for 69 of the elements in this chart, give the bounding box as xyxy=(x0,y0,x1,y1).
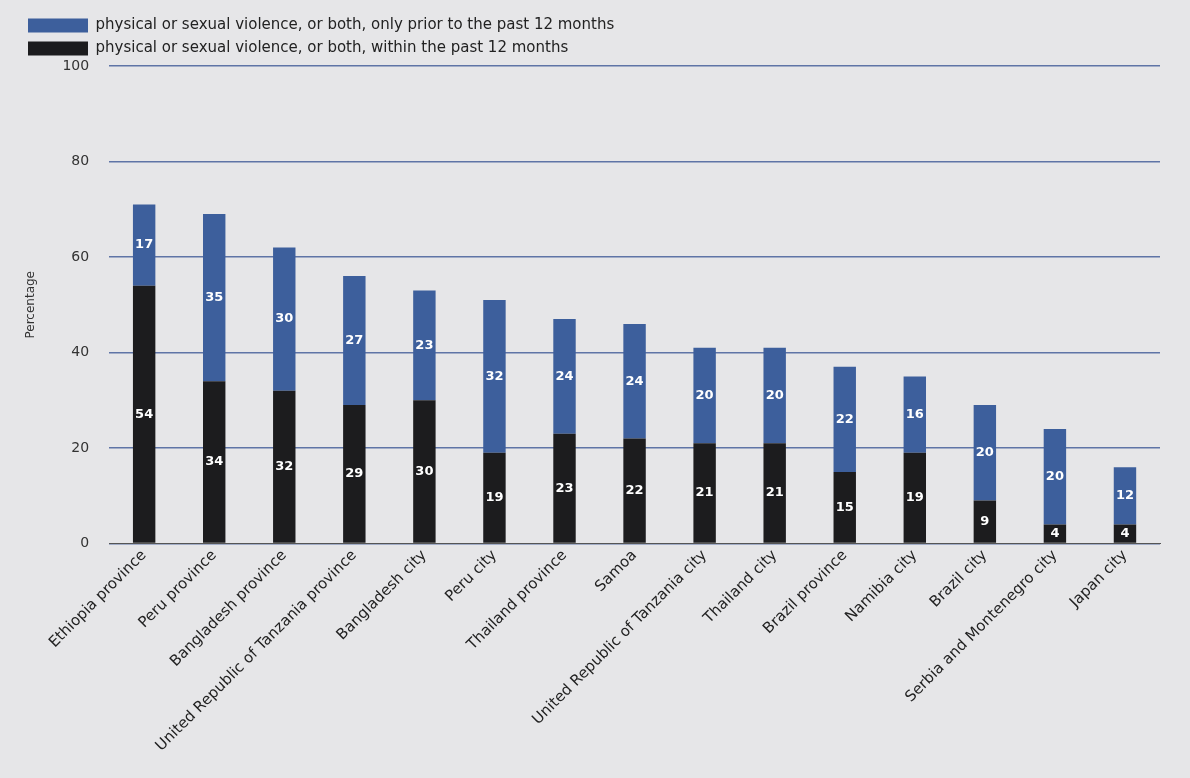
data-label: 32 xyxy=(275,458,294,474)
bar xyxy=(413,290,436,401)
data-label: 24 xyxy=(625,372,644,388)
data-label: 30 xyxy=(415,462,434,478)
legend-label: physical or sexual violence, or both, within the past 12 months xyxy=(95,38,569,57)
data-label: 9 xyxy=(980,513,990,529)
bar xyxy=(763,347,786,444)
bar xyxy=(273,390,296,543)
bar xyxy=(343,405,366,543)
data-label: 29 xyxy=(345,465,364,481)
y-tick-label: 60 xyxy=(71,247,90,264)
data-label: 22 xyxy=(835,410,854,426)
data-label: 16 xyxy=(905,405,924,421)
data-label: 20 xyxy=(975,444,994,460)
y-axis-title: Percentage xyxy=(23,271,38,339)
legend-label: physical or sexual violence, or both, only prior to the past 12 months xyxy=(95,15,615,34)
bar xyxy=(553,433,576,543)
bar xyxy=(833,366,856,472)
bar xyxy=(763,443,786,543)
data-label: 15 xyxy=(835,498,854,514)
data-label: 54 xyxy=(135,405,154,421)
data-label: 20 xyxy=(765,386,784,402)
data-label: 21 xyxy=(765,484,784,500)
data-label: 12 xyxy=(1115,487,1135,503)
bar xyxy=(553,319,576,434)
bar xyxy=(132,204,156,286)
bar xyxy=(903,452,926,543)
data-label: 4 xyxy=(1120,525,1130,540)
bar xyxy=(1043,428,1067,525)
data-label: 20 xyxy=(1045,468,1064,484)
y-tick-label: 100 xyxy=(62,56,90,73)
data-label: 24 xyxy=(555,367,574,383)
data-label: 35 xyxy=(205,288,224,304)
bar xyxy=(693,443,716,543)
data-label: 30 xyxy=(275,310,294,326)
data-label: 23 xyxy=(415,336,434,352)
data-label: 19 xyxy=(485,489,504,505)
bar xyxy=(203,381,226,543)
bar xyxy=(833,471,856,543)
bar xyxy=(903,376,926,453)
y-tick-label: 0 xyxy=(80,534,90,551)
bar xyxy=(623,323,646,439)
y-tick-label: 20 xyxy=(71,438,90,455)
data-label: 23 xyxy=(555,479,574,495)
bar xyxy=(413,400,436,543)
bar xyxy=(973,500,997,543)
data-label: 21 xyxy=(695,484,714,500)
bar xyxy=(132,285,156,543)
bar xyxy=(973,405,997,501)
data-label: 27 xyxy=(345,331,364,347)
bar xyxy=(693,347,716,444)
bar xyxy=(623,438,646,543)
data-label: 22 xyxy=(625,482,644,498)
bar xyxy=(273,247,296,391)
y-tick-label: 80 xyxy=(71,152,90,169)
bar xyxy=(1113,524,1137,543)
bar xyxy=(483,452,506,543)
y-tick-label: 40 xyxy=(71,343,90,360)
data-label: 20 xyxy=(695,386,714,402)
bar xyxy=(1043,524,1067,543)
data-label: 4 xyxy=(1050,525,1060,540)
bar xyxy=(343,276,366,406)
bar xyxy=(203,214,226,382)
data-label: 19 xyxy=(905,489,924,505)
data-label: 34 xyxy=(205,453,224,469)
bar xyxy=(1113,467,1137,525)
data-label: 32 xyxy=(485,367,504,383)
data-label: 17 xyxy=(135,236,154,252)
bar xyxy=(483,300,506,453)
